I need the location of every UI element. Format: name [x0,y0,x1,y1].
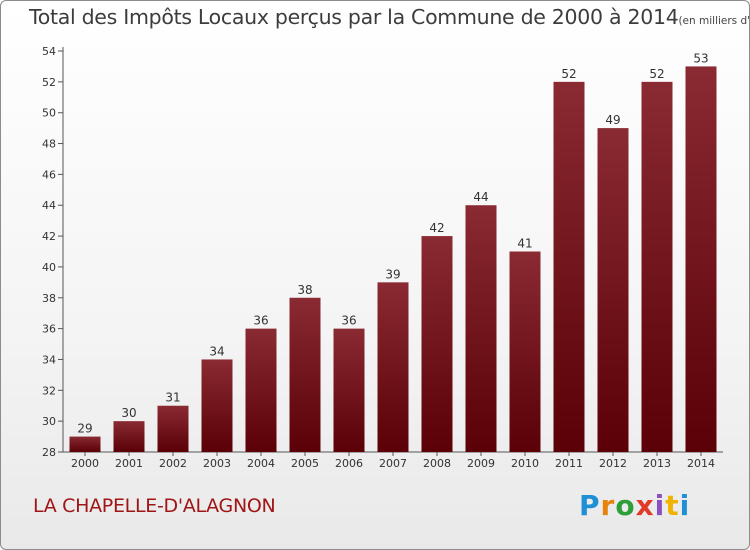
logo-letter: o [615,489,636,522]
logo-letter: i [654,489,666,522]
x-tick-label: 2001 [115,457,143,470]
bar-2002 [157,405,189,452]
data-label: 36 [253,314,268,328]
x-tick-label: 2006 [335,457,363,470]
data-label: 38 [297,283,312,297]
x-tick-label: 2014 [687,457,715,470]
data-label: 42 [429,221,444,235]
data-label: 44 [473,190,488,204]
bar-2009 [465,205,497,452]
x-tick-label: 2005 [291,457,319,470]
bar-2008 [421,236,453,452]
x-tick-label: 2010 [511,457,539,470]
data-label: 52 [649,67,664,81]
y-tick-label: 36 [42,323,56,336]
data-label: 41 [517,237,532,251]
bar-2001 [113,421,145,452]
bar-2013 [641,81,673,452]
x-axis: 2000 2001 2002 2003 2004 2005 2006 2007 2008 2009… [63,451,723,470]
x-tick-label: 2002 [159,457,187,470]
bar-2000 [69,436,101,452]
x-tick-label: 2008 [423,457,451,470]
data-label: 49 [605,113,620,127]
y-tick-label: 52 [42,76,56,89]
x-tick-label: 2007 [379,457,407,470]
x-tick-label: 2003 [203,457,231,470]
bars [69,66,717,452]
data-label: 34 [209,344,224,358]
logo-letter: r [600,489,616,522]
data-label: 39 [385,267,400,281]
x-tick-label: 2000 [71,457,99,470]
commune-name: LA CHAPELLE-D'ALAGNON [33,495,276,517]
y-tick-label: 48 [42,138,56,151]
logo-letter: P [579,489,601,522]
logo-letter: t [665,489,680,522]
y-tick-label: 54 [42,45,56,58]
x-tick-label: 2004 [247,457,275,470]
x-tick-label: 2009 [467,457,495,470]
data-label: 53 [693,51,708,65]
proxiti-logo: Proxiti [579,489,690,522]
y-tick-label: 42 [42,230,56,243]
data-labels: 29 30 31 34 36 38 36 39 42 44 41 52 49 52 53 [77,51,708,435]
bar-2010 [509,251,541,452]
y-tick-label: 40 [42,261,56,274]
bar-2003 [201,359,233,452]
data-label: 36 [341,314,356,328]
y-tick-label: 34 [42,353,56,366]
bar-2004 [245,328,277,452]
logo-letter: i [679,489,691,522]
data-label: 31 [165,391,180,405]
x-tick-label: 2012 [599,457,627,470]
y-axis: 28 30 32 34 36 38 40 42 44 46 48 50 52 54 [42,45,64,459]
y-tick-label: 32 [42,384,56,397]
y-tick-label: 46 [42,168,56,181]
y-tick-label: 30 [42,415,56,428]
data-label: 29 [77,422,92,436]
bar-2014 [685,66,717,452]
bar-2006 [333,328,365,452]
x-tick-label: 2011 [555,457,583,470]
bar-2005 [289,297,321,452]
y-tick-label: 28 [42,446,56,459]
unit-note: (en milliers d'€) [678,15,750,27]
chart-title: Total des Impôts Locaux perçus par la Co… [29,5,679,29]
bar-2007 [377,282,409,452]
title-block: Total des Impôts Locaux perçus par la Co… [29,5,750,29]
x-tick-label: 2013 [643,457,671,470]
bar-2011 [553,81,585,452]
y-tick-label: 38 [42,292,56,305]
y-tick-label: 50 [42,107,56,120]
data-label: 52 [561,67,576,81]
data-label: 30 [121,406,136,420]
bar-2012 [597,128,629,452]
logo-letter: x [635,489,655,522]
y-tick-label: 44 [42,199,56,212]
